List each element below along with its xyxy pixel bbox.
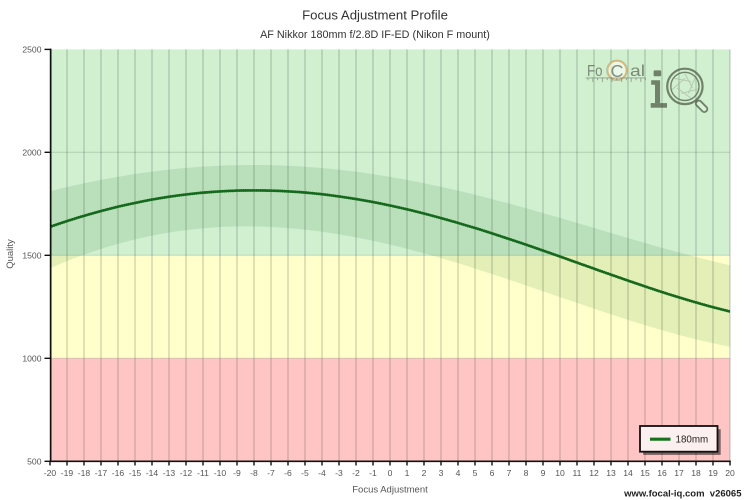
svg-text:20: 20 [725,468,735,478]
svg-text:-18: -18 [78,468,91,478]
svg-text:-7: -7 [267,468,275,478]
svg-text:C: C [611,61,624,81]
svg-text:-10: -10 [214,468,227,478]
svg-text:0: 0 [388,468,393,478]
svg-text:10: 10 [555,468,565,478]
svg-text:-13: -13 [163,468,176,478]
svg-text:7: 7 [507,468,512,478]
svg-text:al: al [630,63,645,80]
svg-text:-4: -4 [318,468,326,478]
svg-text:Focus Adjustment: Focus Adjustment [352,485,428,496]
svg-text:18: 18 [691,468,701,478]
svg-text:-16: -16 [112,468,125,478]
svg-text:14: 14 [623,468,633,478]
svg-text:Quality: Quality [5,239,16,269]
svg-text:16: 16 [657,468,667,478]
svg-text:15: 15 [640,468,650,478]
svg-text:19: 19 [708,468,718,478]
svg-text:-5: -5 [301,468,309,478]
svg-text:-3: -3 [335,468,343,478]
svg-text:Focus Adjustment Profile: Focus Adjustment Profile [302,8,448,23]
svg-text:6: 6 [490,468,495,478]
svg-text:11: 11 [573,468,582,478]
svg-text:-14: -14 [146,468,159,478]
svg-text:-2: -2 [352,468,360,478]
svg-text:9: 9 [541,468,546,478]
svg-text:2500: 2500 [22,45,41,55]
svg-text:1000: 1000 [22,354,41,364]
svg-text:-9: -9 [233,468,241,478]
svg-text:-12: -12 [180,468,193,478]
svg-text:www.focal-iq.com v26065: www.focal-iq.com v26065 [623,489,742,500]
svg-text:17: 17 [674,468,684,478]
svg-text:AF Nikkor 180mm f/2.8D IF-ED (: AF Nikkor 180mm f/2.8D IF-ED (Nikon F mo… [260,29,490,41]
svg-text:5: 5 [473,468,478,478]
svg-text:-1: -1 [369,468,377,478]
svg-text:1500: 1500 [22,251,41,261]
svg-text:2000: 2000 [22,148,41,158]
svg-text:4: 4 [456,468,461,478]
svg-text:-11: -11 [197,468,209,478]
svg-text:1: 1 [405,468,410,478]
svg-text:180mm: 180mm [676,435,709,446]
svg-text:Fo: Fo [587,63,603,80]
svg-text:-19: -19 [61,468,74,478]
svg-text:-8: -8 [250,468,258,478]
svg-text:13: 13 [606,468,616,478]
svg-text:12: 12 [589,468,599,478]
svg-text:2: 2 [422,468,427,478]
svg-text:-15: -15 [129,468,142,478]
svg-text:-20: -20 [44,468,57,478]
svg-text:-6: -6 [284,468,292,478]
svg-text:8: 8 [524,468,529,478]
svg-text:500: 500 [27,457,42,467]
svg-text:-17: -17 [95,468,108,478]
svg-text:3: 3 [439,468,444,478]
